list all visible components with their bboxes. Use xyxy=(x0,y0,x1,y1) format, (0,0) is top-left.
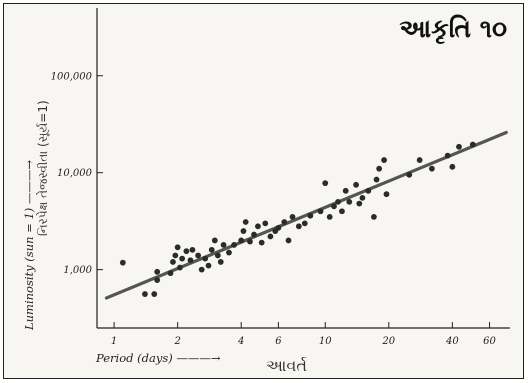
data-point xyxy=(331,203,337,210)
data-point xyxy=(205,262,212,269)
data-point xyxy=(177,264,183,271)
data-point xyxy=(469,141,476,148)
data-point xyxy=(339,208,345,215)
data-point xyxy=(326,213,333,220)
data-point xyxy=(231,241,237,248)
data-point xyxy=(267,233,274,240)
data-point xyxy=(370,213,377,220)
data-point xyxy=(359,194,366,201)
data-point xyxy=(373,176,380,183)
data-point xyxy=(172,252,179,259)
data-point xyxy=(356,200,363,207)
data-point xyxy=(183,248,190,255)
data-point xyxy=(281,219,288,225)
data-point xyxy=(198,266,205,273)
data-point xyxy=(167,270,174,277)
data-point xyxy=(258,239,265,246)
y-axis-label: Luminosity (sun = 1) ———→ xyxy=(22,159,36,330)
data-point xyxy=(202,255,209,262)
y-tick-label: 100,000 xyxy=(51,71,93,82)
data-point xyxy=(416,157,423,163)
data-point xyxy=(187,257,194,264)
data-point xyxy=(214,252,221,259)
data-point xyxy=(251,231,257,238)
x-tick-label: 10 xyxy=(319,336,332,347)
x-axis-label-gujarati: આવર્ત xyxy=(266,356,307,375)
data-point xyxy=(226,249,232,256)
data-point xyxy=(381,157,387,163)
data-point xyxy=(307,212,314,219)
data-point xyxy=(189,246,196,253)
x-axis-label: Period (days) ———→ xyxy=(96,351,221,365)
data-point xyxy=(119,259,126,266)
y-tick-label: 10,000 xyxy=(57,168,93,179)
data-point xyxy=(383,191,390,198)
data-point xyxy=(406,171,413,178)
trend-line xyxy=(104,130,508,300)
data-point xyxy=(220,241,227,248)
data-point xyxy=(154,277,161,283)
x-tick-label: 40 xyxy=(445,336,459,347)
data-point xyxy=(211,237,218,244)
data-point xyxy=(174,244,181,251)
data-point xyxy=(255,223,261,230)
x-tick-label: 6 xyxy=(275,336,282,347)
data-point xyxy=(238,237,245,244)
data-point xyxy=(342,187,349,194)
data-point xyxy=(449,163,456,170)
x-tick-label: 2 xyxy=(173,336,180,347)
data-point xyxy=(247,238,253,245)
figure-label: આકૃતિ ૧૦ xyxy=(399,14,507,43)
data-point xyxy=(240,228,247,234)
data-point xyxy=(142,291,148,297)
data-point xyxy=(335,198,341,205)
data-point xyxy=(317,208,324,215)
data-point xyxy=(154,268,161,275)
data-point xyxy=(179,255,186,262)
data-point xyxy=(322,180,329,187)
data-point xyxy=(195,252,202,259)
x-tick-label: 1 xyxy=(111,336,117,347)
y-tick-label: 1,000 xyxy=(63,265,92,276)
data-point xyxy=(376,165,383,172)
data-point xyxy=(353,181,359,188)
figure-frame xyxy=(3,3,524,379)
data-point xyxy=(170,259,176,265)
data-point xyxy=(456,143,462,150)
data-point xyxy=(208,246,215,253)
x-tick-label: 20 xyxy=(381,336,395,347)
data-point xyxy=(295,223,302,230)
data-point xyxy=(242,219,249,225)
data-point xyxy=(289,213,296,220)
data-point xyxy=(217,259,224,265)
data-point xyxy=(275,224,282,231)
data-point xyxy=(301,220,308,227)
data-point xyxy=(262,220,269,227)
x-tick-label: 60 xyxy=(483,336,496,347)
data-point xyxy=(151,291,158,297)
y-axis-label-gujarati: નિરપેક્ષ તેજસ્વીતા (સૂર્ય=1) xyxy=(36,100,50,236)
data-point xyxy=(346,198,353,205)
data-point xyxy=(365,187,372,194)
data-point xyxy=(444,152,451,159)
x-tick-label: 4 xyxy=(237,336,244,347)
data-point xyxy=(428,165,435,172)
data-point xyxy=(285,237,292,244)
